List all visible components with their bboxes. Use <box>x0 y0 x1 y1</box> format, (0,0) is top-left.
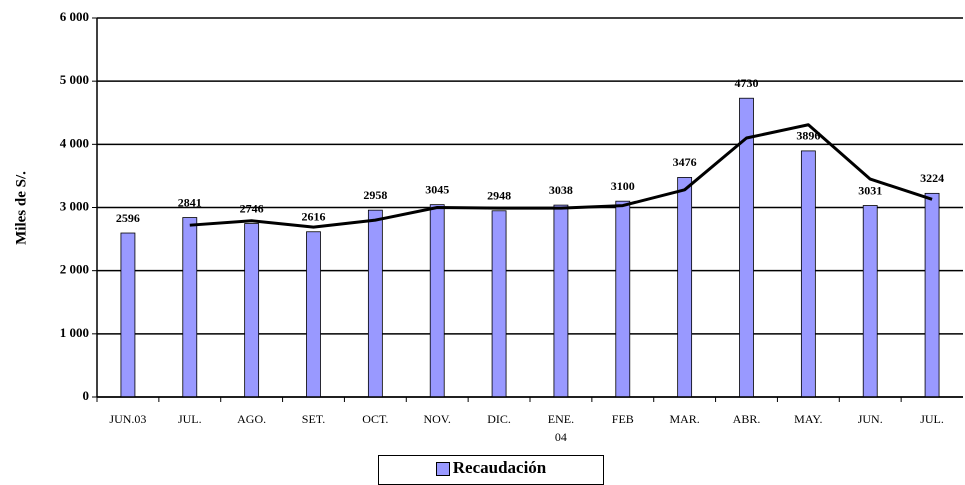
x-tick-label: DIC. <box>487 412 511 426</box>
data-label: 2746 <box>240 201 264 215</box>
legend-swatch <box>435 462 450 476</box>
data-label: 4730 <box>735 76 759 90</box>
bar <box>429 204 445 398</box>
x-tick-label: JUN.03 <box>109 412 147 426</box>
data-label: 3896 <box>796 129 820 143</box>
x-tick-label: MAR. <box>669 412 700 426</box>
y-tick-label: 0 <box>83 388 90 403</box>
data-label: 3038 <box>549 183 573 197</box>
x-tick-label: JUL. <box>177 412 202 426</box>
trend-line <box>189 123 933 229</box>
x-tick-label: SET. <box>301 412 326 426</box>
x-tick-label: ENE. 04 <box>547 412 575 444</box>
data-label: 2596 <box>116 211 140 225</box>
bar <box>491 210 507 398</box>
data-label: 3476 <box>673 155 697 169</box>
data-label: 2616 <box>302 210 326 224</box>
bar <box>244 223 260 398</box>
x-tick-label: AGO. <box>237 412 267 426</box>
x-tick-label: MAY. <box>794 412 823 426</box>
bar <box>677 177 693 398</box>
x-tick-label: OCT. <box>362 412 389 426</box>
x-tick-label: JUN. <box>857 412 883 426</box>
bar <box>306 231 321 398</box>
data-label: 3045 <box>425 182 449 196</box>
data-label: 2958 <box>363 188 387 202</box>
bar <box>800 150 816 398</box>
y-axis-title: Miles de S/. <box>13 171 29 245</box>
data-label: 3031 <box>858 183 882 197</box>
x-tick-label: JUL. <box>920 412 944 426</box>
bar <box>182 217 198 398</box>
legend: Recaudación <box>378 455 604 485</box>
legend-label: Recaudación <box>452 458 547 477</box>
bar <box>553 204 569 398</box>
x-tick-label: NOV. <box>423 412 451 426</box>
data-label: 2948 <box>487 189 511 203</box>
bar <box>120 232 136 398</box>
y-tick-label: 3 000 <box>60 198 89 213</box>
x-tick-label: ABR. <box>732 412 761 426</box>
data-label: 3224 <box>920 171 944 185</box>
y-tick-label: 2 000 <box>60 262 89 277</box>
bar <box>367 209 383 398</box>
bar <box>924 192 940 398</box>
x-tick-label: FEB <box>611 412 634 426</box>
data-label: 2841 <box>178 195 202 209</box>
y-tick-label: 1 000 <box>60 325 89 340</box>
bar <box>862 205 878 398</box>
y-tick-label: 4 000 <box>60 135 89 150</box>
y-tick-label: 6 000 <box>60 9 89 24</box>
bar <box>615 200 631 398</box>
data-label: 3100 <box>611 179 635 193</box>
y-tick-label: 5 000 <box>60 72 89 87</box>
